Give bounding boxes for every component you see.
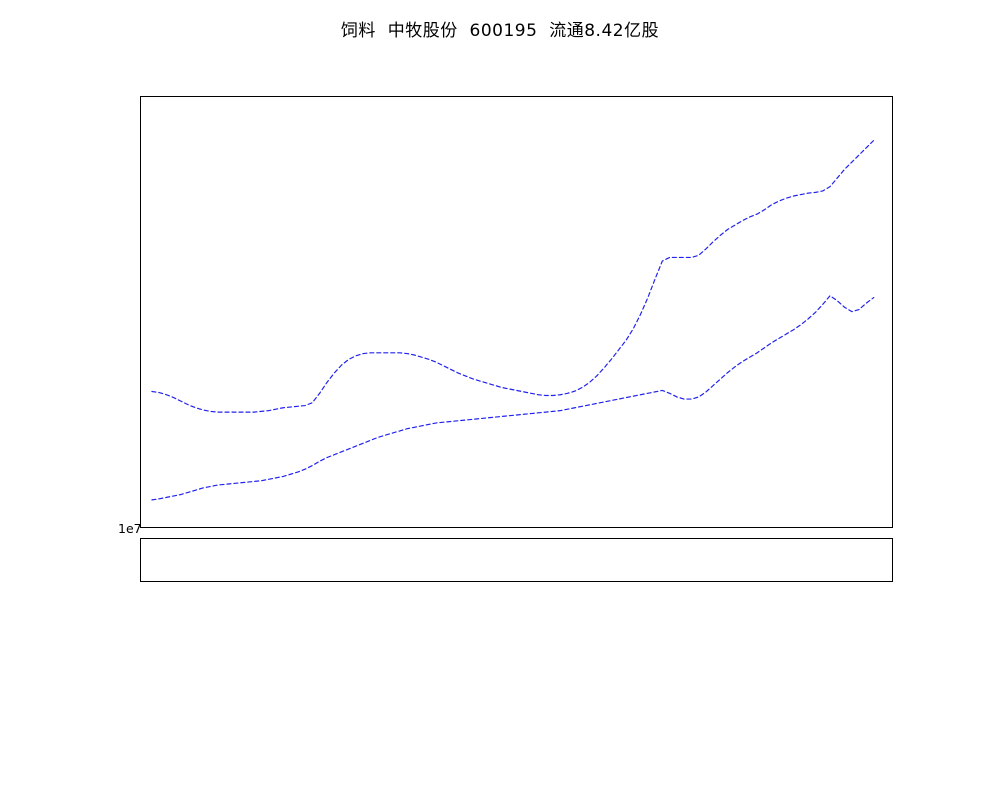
price-chart-panel[interactable] — [140, 96, 893, 528]
volume-axis-offset-label: 1e7 — [118, 521, 142, 536]
price-chart-svg — [151, 139, 875, 501]
volume-chart-svg — [141, 539, 892, 581]
chart-title: 饲料 中牧股份 600195 流通8.42亿股 — [340, 21, 660, 41]
volume-chart-panel[interactable] — [140, 538, 893, 582]
